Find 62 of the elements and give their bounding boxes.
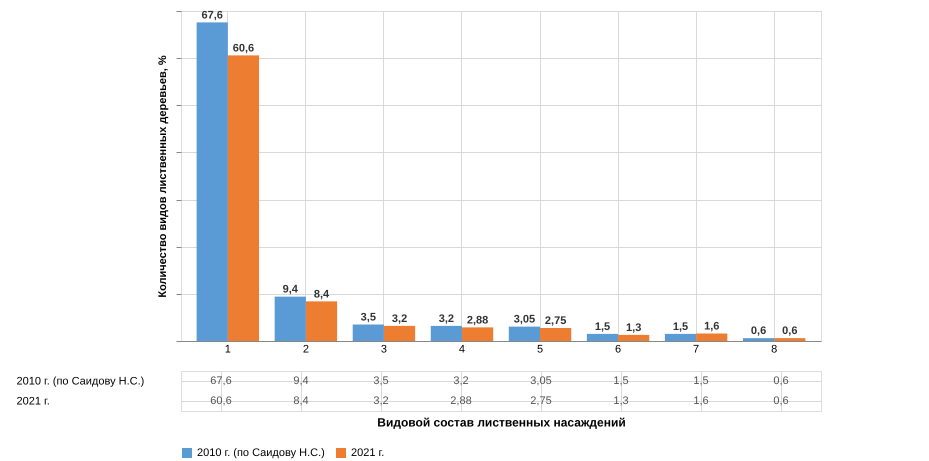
x-tick-label: 6 (615, 344, 622, 356)
data-label: 1,3 (613, 395, 629, 407)
data-label: 2,75 (530, 395, 552, 407)
text: 1,3 (626, 322, 642, 334)
x-tick-label: 8 (771, 344, 778, 356)
bar (274, 296, 306, 341)
legend-label: 2010 г. (по Саидову Н.С.) (197, 447, 325, 459)
x-tick-label: 3 (380, 344, 387, 356)
text: 0,6 (782, 325, 798, 338)
x-tick-label: 2 (302, 344, 309, 356)
data-label: 1,6 (693, 395, 709, 407)
bar (384, 326, 416, 341)
text: 9,4 (282, 284, 298, 296)
x-tick-label: 7 (693, 344, 700, 356)
x-tick-label: 4 (458, 344, 466, 356)
data-label: 3,5 (373, 375, 389, 387)
text: 1,6 (704, 320, 720, 332)
bar (696, 333, 728, 341)
legend-label: 2021 г. (351, 447, 384, 459)
data-label: 3,2 (453, 375, 469, 387)
data-label: 67,6 (210, 375, 232, 387)
bar (774, 338, 806, 341)
bar (664, 334, 696, 341)
data-label: 3,2 (373, 395, 389, 407)
data-label: 3,05 (530, 375, 552, 387)
x-tick-label: 1 (224, 344, 231, 356)
bar (196, 22, 228, 341)
text: 1,5 (672, 320, 688, 333)
text: 67,6 (202, 9, 223, 22)
data-label: 2,88 (450, 395, 472, 407)
x-tick-label: 5 (536, 344, 544, 356)
bar (586, 334, 618, 341)
data-label: 1,5 (693, 375, 709, 387)
bar (540, 328, 572, 341)
bar (462, 327, 494, 341)
bar (742, 338, 774, 341)
data-label: 1,5 (613, 375, 629, 387)
bar (508, 326, 540, 341)
text: 0,6 (750, 325, 766, 338)
data-label: 8,4 (293, 395, 309, 407)
text: 2021 г. (16, 396, 50, 408)
y-axis-title: Количество видов лиственных деревьев, % (157, 55, 169, 298)
bar (352, 324, 384, 341)
text: 8,4 (314, 288, 330, 300)
data-label: 60,6 (210, 395, 232, 407)
bar (306, 301, 338, 341)
text: 3,2 (392, 312, 408, 325)
text: 2010 г. (по Саидову Н.С.) (16, 376, 144, 388)
text: 60,6 (232, 42, 254, 54)
x-axis-title: Видовой состав лиственных насаждений (377, 416, 626, 430)
text: 3,05 (514, 314, 536, 326)
text: 3,5 (360, 312, 376, 324)
text: 3,2 (438, 312, 454, 325)
data-label: 0,6 (773, 375, 789, 387)
text: 2,75 (544, 315, 566, 328)
text: 1,5 (594, 320, 610, 333)
text: 2,88 (466, 314, 488, 326)
bar (618, 334, 650, 341)
data-label: 9,4 (293, 375, 309, 387)
bar (228, 55, 260, 341)
bar (430, 326, 462, 341)
data-label: 0,6 (773, 395, 789, 407)
